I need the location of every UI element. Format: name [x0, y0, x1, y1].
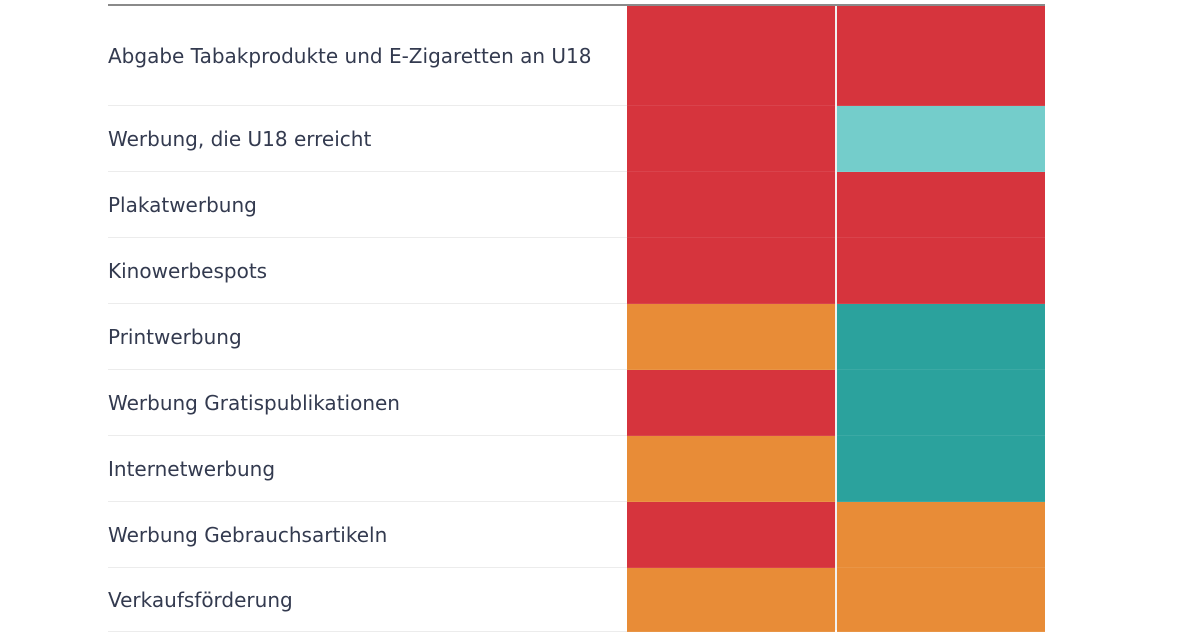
matrix-cell — [837, 568, 1045, 632]
matrix-row: Abgabe Tabakprodukte und E-Zigaretten an… — [108, 6, 1045, 106]
row-label: Werbung, die U18 erreicht — [108, 127, 372, 151]
matrix-cell — [627, 106, 835, 172]
row-separator — [108, 435, 627, 436]
matrix-cell — [837, 304, 1045, 370]
row-label: Kinowerbespots — [108, 259, 268, 283]
row-separator — [108, 237, 627, 238]
row-label: Abgabe Tabakprodukte und E-Zigaretten an… — [108, 44, 592, 68]
matrix-row: Kinowerbespots — [108, 238, 1045, 304]
matrix-row: Verkaufsförderung — [108, 568, 1045, 632]
matrix-cell — [627, 370, 835, 436]
row-label: Verkaufsförderung — [108, 588, 293, 612]
policy-matrix: Abgabe Tabakprodukte und E-Zigaretten an… — [108, 4, 1045, 632]
column-divider — [835, 6, 837, 630]
row-label: Internetwerbung — [108, 457, 276, 481]
matrix-cell — [837, 370, 1045, 436]
row-separator — [108, 567, 627, 568]
matrix-cell — [837, 436, 1045, 502]
row-separator — [108, 105, 627, 106]
row-separator — [108, 171, 627, 172]
matrix-cell — [627, 568, 835, 632]
row-label: Werbung Gratispublikationen — [108, 391, 400, 415]
matrix-row: Werbung Gratispublikationen — [108, 370, 1045, 436]
matrix-row: Printwerbung — [108, 304, 1045, 370]
matrix-row: Werbung, die U18 erreicht — [108, 106, 1045, 172]
matrix-row: Internetwerbung — [108, 436, 1045, 502]
matrix-cell — [627, 238, 835, 304]
matrix-cell — [627, 172, 835, 238]
matrix-cell — [837, 106, 1045, 172]
row-label: Plakatwerbung — [108, 193, 257, 217]
row-label: Printwerbung — [108, 325, 242, 349]
matrix-cell — [837, 238, 1045, 304]
matrix-row: Werbung Gebrauchsartikeln — [108, 502, 1045, 568]
top-rule — [108, 4, 1045, 6]
matrix-cell — [837, 6, 1045, 106]
matrix-cell — [837, 172, 1045, 238]
matrix-cell — [627, 6, 835, 106]
row-separator — [108, 501, 627, 502]
matrix-row: Plakatwerbung — [108, 172, 1045, 238]
matrix-cell — [627, 502, 835, 568]
row-separator — [108, 303, 627, 304]
matrix-cell — [627, 436, 835, 502]
row-separator — [108, 369, 627, 370]
matrix-cell — [627, 304, 835, 370]
matrix-cell — [837, 502, 1045, 568]
row-label: Werbung Gebrauchsartikeln — [108, 523, 388, 547]
